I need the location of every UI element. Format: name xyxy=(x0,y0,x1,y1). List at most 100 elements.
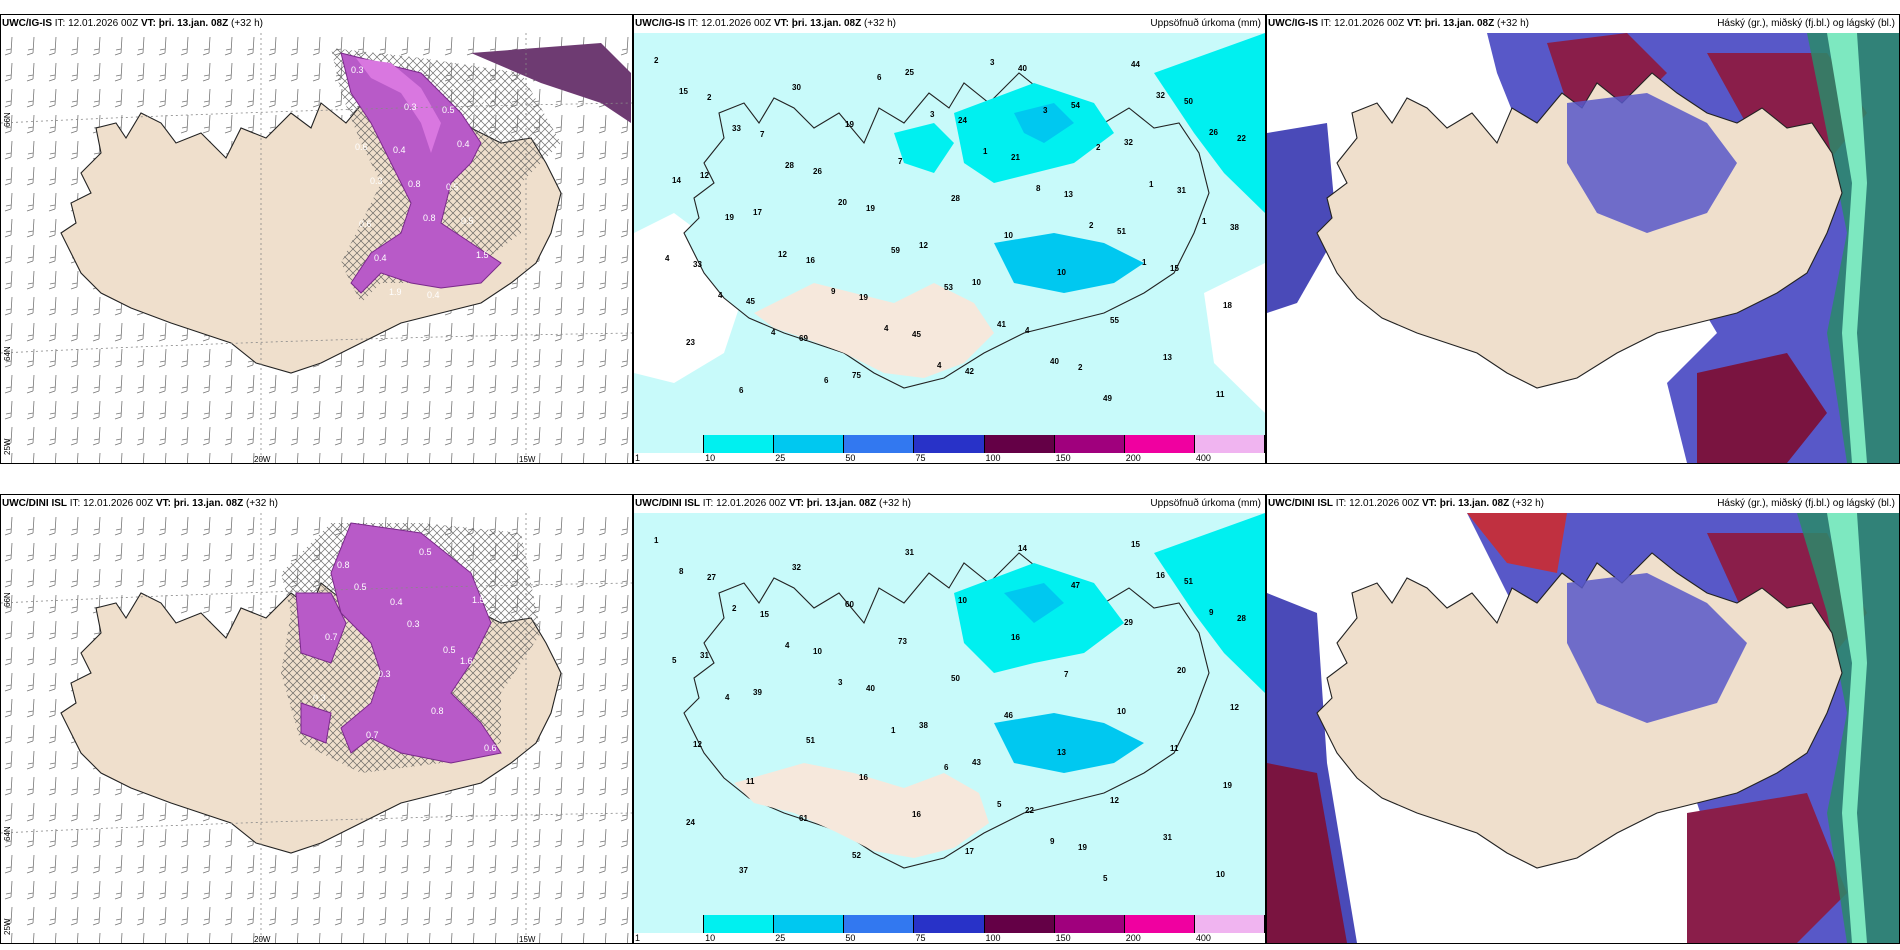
map-value-label: 26 xyxy=(813,167,822,176)
map-value-label: 47 xyxy=(1071,581,1080,590)
map-value-label: 28 xyxy=(951,194,960,203)
lat-label-64: 64N xyxy=(3,346,12,361)
precip-colorbar: 1 10 25 50 75 100 150 200 400 xyxy=(634,915,1265,943)
map-value-label: 51 xyxy=(806,736,815,745)
map-value-label: 10 xyxy=(972,278,981,287)
map-value-label: 42 xyxy=(965,367,974,376)
map-value-label: 45 xyxy=(746,297,755,306)
map-value-label: 19 xyxy=(1078,843,1087,852)
map-value-label: 31 xyxy=(700,651,709,660)
panel-clouds-dini: UWC/DINI ISL IT: 12.01.2026 00Z VT: þri.… xyxy=(1266,494,1900,944)
map-value-label: 19 xyxy=(1223,781,1232,790)
map-value-label: 1 xyxy=(1202,217,1207,226)
lon-label-20: 20W xyxy=(254,455,271,464)
map-value-label: 1.6 xyxy=(460,656,473,666)
map-value-label: 0.5 xyxy=(446,182,459,192)
map-value-label: 9 xyxy=(831,287,836,296)
colorbar-tick-label: 150 xyxy=(1055,453,1071,463)
map-value-label: 4 xyxy=(718,291,723,300)
colorbar-swatch xyxy=(704,915,775,933)
colorbar-swatch xyxy=(704,435,775,453)
colorbar-swatch xyxy=(914,915,985,933)
colorbar-swatch xyxy=(844,435,915,453)
colorbar-tick-label: 100 xyxy=(985,453,1001,463)
map-value-label: 45 xyxy=(912,330,921,339)
map-value-label: 0.6 xyxy=(355,142,368,152)
map-value-label: 54 xyxy=(1071,101,1080,110)
precip-colorbar: 1 10 25 50 75 100 150 200 400 xyxy=(634,435,1265,463)
map-value-label: 69 xyxy=(799,334,808,343)
panel-wind-dini: UWC/DINI ISL IT: 12.01.2026 00Z VT: þri.… xyxy=(0,494,633,944)
map-value-label: 0.3 xyxy=(370,176,383,186)
map-value-label: 12 xyxy=(919,241,928,250)
map-value-label: 60 xyxy=(845,600,854,609)
map-value-label: 0.3 xyxy=(404,102,417,112)
colorbar-swatch xyxy=(1054,435,1125,453)
map-value-label: 3 xyxy=(930,110,935,119)
map-value-label: 3 xyxy=(1043,106,1048,115)
colorbar-swatch xyxy=(634,915,705,933)
map-value-label: 0.4 xyxy=(457,139,470,149)
map-value-label: 0.5 xyxy=(461,216,474,226)
map-value-label: 11 xyxy=(1170,744,1179,753)
map-value-label: 19 xyxy=(859,293,868,302)
map-value-label: 15 xyxy=(679,87,688,96)
map-value-label: 0.5 xyxy=(354,582,367,592)
map-value-label: 0.7 xyxy=(325,632,338,642)
colorbar-tick-label: 1 xyxy=(635,933,641,943)
colorbar-tick-label: 400 xyxy=(1195,933,1211,943)
lon-label-25: 25W xyxy=(3,438,12,455)
lat-label-64: 64N xyxy=(3,826,12,841)
map-value-label: 17 xyxy=(753,208,762,217)
map-value-label: 3 xyxy=(990,58,995,67)
map-value-label: 32 xyxy=(792,563,801,572)
panel-title: Háský (gr.), miðský (fj.bl.) og lágský (… xyxy=(1717,498,1895,509)
map-value-label: 0.4 xyxy=(427,290,440,300)
map-value-label: 10 xyxy=(1057,268,1066,277)
map-value-label: 0.3 xyxy=(407,619,420,629)
map-value-label: 16 xyxy=(1156,571,1165,580)
colorbar-swatch xyxy=(1124,435,1195,453)
map-value-label: 4 xyxy=(1025,326,1030,335)
colorbar-swatch xyxy=(1194,435,1265,453)
map-value-label: 0.5 xyxy=(442,105,455,115)
map-value-label: 16 xyxy=(806,256,815,265)
map-value-label: 2 xyxy=(1078,363,1083,372)
map-value-label: 19 xyxy=(866,204,875,213)
lon-label-20: 20W xyxy=(254,935,271,944)
colorbar-tick-label: 200 xyxy=(1125,453,1141,463)
map-value-label: 0.8 xyxy=(423,213,436,223)
map-value-label: 32 xyxy=(1156,91,1165,100)
map-value-label: 22 xyxy=(1237,134,1246,143)
colorbar-swatch xyxy=(774,435,845,453)
map-value-label: 32 xyxy=(1124,138,1133,147)
map-value-label: 16 xyxy=(1011,633,1020,642)
map-value-label: 27 xyxy=(707,573,716,582)
map-value-label: 31 xyxy=(905,548,914,557)
map-value-label: 44 xyxy=(1131,60,1140,69)
map-value-label: 53 xyxy=(944,283,953,292)
colorbar-tick-label: 100 xyxy=(985,933,1001,943)
map-value-label: 8 xyxy=(679,567,684,576)
map-value-label: 6 xyxy=(944,763,949,772)
map-value-label: 0.5 xyxy=(419,547,432,557)
precip-band xyxy=(340,52,502,294)
map-value-label: 61 xyxy=(799,814,808,823)
map-value-label: 0.3 xyxy=(313,693,326,703)
map-value-label: 5 xyxy=(1103,874,1108,883)
map-value-label: 11 xyxy=(1216,390,1225,399)
map-value-label: 9 xyxy=(1209,608,1214,617)
map-value-label: 20 xyxy=(838,198,847,207)
map-value-label: 38 xyxy=(919,721,928,730)
map-value-label: 0.4 xyxy=(393,145,406,155)
map-value-label: 14 xyxy=(672,176,681,185)
map-value-label: 1 xyxy=(891,726,896,735)
map-value-label: 2 xyxy=(1096,143,1101,152)
map-value-label: 10 xyxy=(1004,231,1013,240)
map-value-label: 59 xyxy=(891,246,900,255)
map-value-label: 0.8 xyxy=(337,560,350,570)
map-value-label: 12 xyxy=(1110,796,1119,805)
lat-label-66: 66N xyxy=(3,112,12,127)
panel-header: UWC/DINI ISL IT: 12.01.2026 00Z VT: þri.… xyxy=(1268,498,1544,509)
map-value-label: 28 xyxy=(785,161,794,170)
